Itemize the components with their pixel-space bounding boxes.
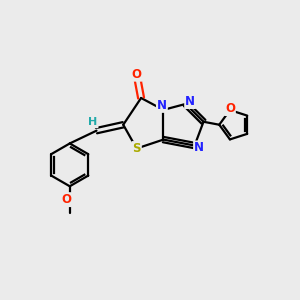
Text: O: O — [61, 193, 71, 206]
Text: S: S — [132, 142, 141, 155]
Text: O: O — [225, 102, 235, 115]
Text: N: N — [185, 95, 195, 108]
Text: H: H — [88, 117, 98, 128]
Text: O: O — [132, 68, 142, 81]
Text: N: N — [194, 141, 204, 154]
Text: N: N — [157, 99, 167, 112]
